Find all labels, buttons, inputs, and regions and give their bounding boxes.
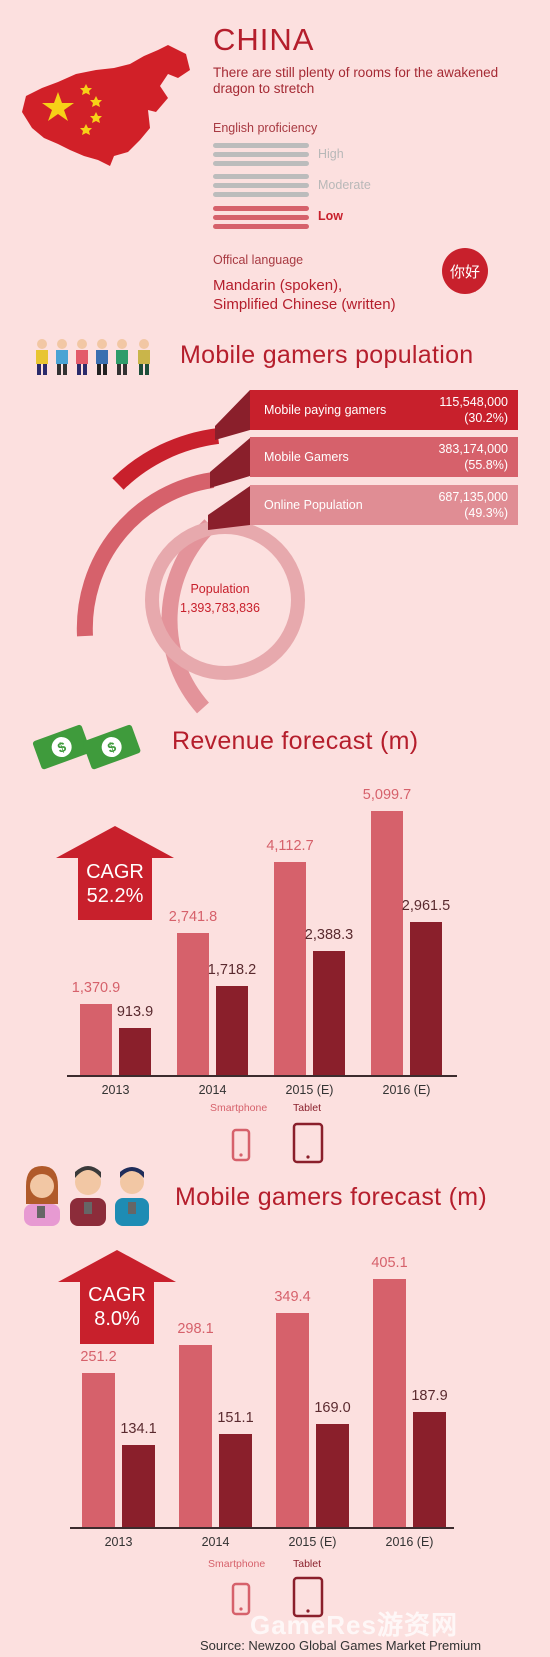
level-low: Low: [318, 209, 343, 223]
level-moderate: Moderate: [318, 178, 371, 192]
gamers-bar-tablet: [219, 1434, 252, 1527]
revenue-value-label: 1,718.2: [207, 962, 257, 978]
gamers-value-label: 169.0: [314, 1400, 351, 1416]
revenue-cagr: CAGR 52.2%: [78, 860, 152, 908]
china-map-icon: [22, 45, 190, 166]
watermark: GameRes游资网: [250, 1610, 458, 1640]
gamers-value-label: 151.1: [217, 1410, 254, 1426]
gamers-value-label: 298.1: [177, 1321, 214, 1337]
population-center-label: Population: [190, 582, 250, 596]
proficiency-bar: [213, 143, 309, 148]
gamers-legend-smartphone: Smartphone: [208, 1558, 266, 1570]
gamers-value-label: 187.9: [411, 1388, 448, 1404]
tier-online-population: Online Population 687,135,000 (49.3%): [250, 485, 518, 525]
revenue-bar-smartphone: [80, 1004, 112, 1075]
smartphone-icon: [231, 1582, 251, 1616]
gamers-x-axis: [70, 1527, 454, 1529]
gamers-bar-smartphone: [276, 1313, 309, 1527]
speech-bubble-icon: 你好: [442, 248, 488, 294]
gamers-value-label: 349.4: [274, 1289, 311, 1305]
population-rings-graphic: [76, 390, 305, 714]
tier-name: Mobile Gamers: [264, 450, 349, 464]
gamers-x-tick-label: 2015 (E): [288, 1535, 337, 1549]
proficiency-bar-active: [213, 206, 309, 211]
population-center-value: 1,393,783,836: [180, 601, 260, 615]
revenue-value-label: 913.9: [116, 1004, 154, 1020]
smartphone-icon: [231, 1128, 251, 1162]
proficiency-label: English proficiency: [213, 121, 318, 135]
tier-mobile-gamers: Mobile Gamers 383,174,000 (55.8%): [250, 437, 518, 477]
cagr-label: CAGR: [86, 861, 144, 883]
revenue-x-tick-label: 2014: [198, 1083, 227, 1097]
language-spoken: Mandarin (spoken),: [213, 277, 343, 294]
revenue-legend-tablet: Tablet: [293, 1102, 322, 1114]
revenue-bar-tablet: [216, 986, 248, 1075]
language-written: Simplified Chinese (written): [213, 296, 396, 313]
money-icon: $ $: [32, 724, 141, 770]
tablet-icon: [292, 1122, 324, 1164]
revenue-bar-smartphone: [177, 933, 209, 1075]
cagr-value: 52.2%: [86, 885, 144, 907]
cagr-label: CAGR: [88, 1284, 146, 1306]
revenue-bar-tablet: [119, 1028, 151, 1075]
tablet-icon: [292, 1576, 324, 1618]
proficiency-bar: [213, 152, 309, 157]
revenue-bar-tablet: [410, 922, 442, 1075]
source-footer: Source: Newzoo Global Games Market Premi…: [200, 1638, 482, 1653]
gamers-bar-smartphone: [179, 1345, 212, 1527]
revenue-x-tick-label: 2013: [101, 1083, 130, 1097]
revenue-legend-smartphone: Smartphone: [210, 1102, 268, 1114]
people-group-icon: [36, 339, 150, 375]
revenue-bar-smartphone: [274, 862, 306, 1075]
gamers-legend-tablet: Tablet: [293, 1558, 322, 1570]
revenue-value-label: 2,741.8: [168, 909, 218, 925]
proficiency-bar: [213, 183, 309, 188]
revenue-bar-smartphone: [371, 811, 403, 1075]
gamers-x-tick-label: 2013: [104, 1535, 133, 1549]
gamers-value-label: 251.2: [80, 1349, 117, 1365]
tier-value: 115,548,000 (30.2%): [439, 395, 508, 425]
proficiency-bar-active: [213, 224, 309, 229]
gamers-bar-tablet: [122, 1445, 155, 1527]
gamers-x-tick-label: 2014: [201, 1535, 230, 1549]
revenue-x-tick-label: 2015 (E): [285, 1083, 334, 1097]
tagline: There are still plenty of rooms for the …: [213, 65, 499, 96]
gamers-bar-tablet: [413, 1412, 446, 1527]
gamers-bar-smartphone: [373, 1279, 406, 1527]
revenue-value-label: 2,388.3: [304, 927, 354, 943]
revenue-value-label: 1,370.9: [71, 980, 121, 996]
language-label: Offical language: [213, 253, 304, 267]
gamers-value-label: 405.1: [371, 1255, 408, 1271]
revenue-value-label: 2,961.5: [401, 898, 451, 914]
level-high: High: [318, 147, 344, 161]
tier-name: Online Population: [264, 498, 363, 512]
proficiency-bar: [213, 161, 309, 166]
revenue-x-tick-label: 2016 (E): [382, 1083, 431, 1097]
gamers-people-icon: [24, 1166, 149, 1226]
language-value: Mandarin (spoken), Simplified Chinese (w…: [213, 276, 473, 314]
proficiency-bar: [213, 192, 309, 197]
gamers-cagr: CAGR 8.0%: [80, 1283, 154, 1331]
revenue-cagr-arrow: [56, 826, 174, 920]
tier-name: Mobile paying gamers: [264, 403, 387, 417]
revenue-value-label: 5,099.7: [362, 787, 412, 803]
tier-paying-gamers: Mobile paying gamers 115,548,000 (30.2%): [250, 390, 518, 430]
gamers-value-label: 134.1: [120, 1421, 157, 1437]
gamers-title: Mobile gamers forecast (m): [175, 1183, 488, 1211]
population-title: Mobile gamers population: [180, 341, 474, 369]
revenue-x-axis: [67, 1075, 457, 1077]
revenue-title: Revenue forecast (m): [172, 727, 419, 755]
proficiency-bar-active: [213, 215, 309, 220]
gamers-cagr-arrow: [58, 1250, 176, 1344]
proficiency-bar: [213, 174, 309, 179]
revenue-value-label: 4,112.7: [266, 838, 314, 854]
cagr-value: 8.0%: [94, 1308, 140, 1330]
tier-value: 383,174,000 (55.8%): [438, 442, 508, 472]
page-title: CHINA: [213, 22, 315, 57]
gamers-bar-tablet: [316, 1424, 349, 1527]
revenue-bar-tablet: [313, 951, 345, 1075]
gamers-bar-smartphone: [82, 1373, 115, 1527]
tier-value: 687,135,000 (49.3%): [438, 490, 508, 520]
gamers-x-tick-label: 2016 (E): [385, 1535, 434, 1549]
